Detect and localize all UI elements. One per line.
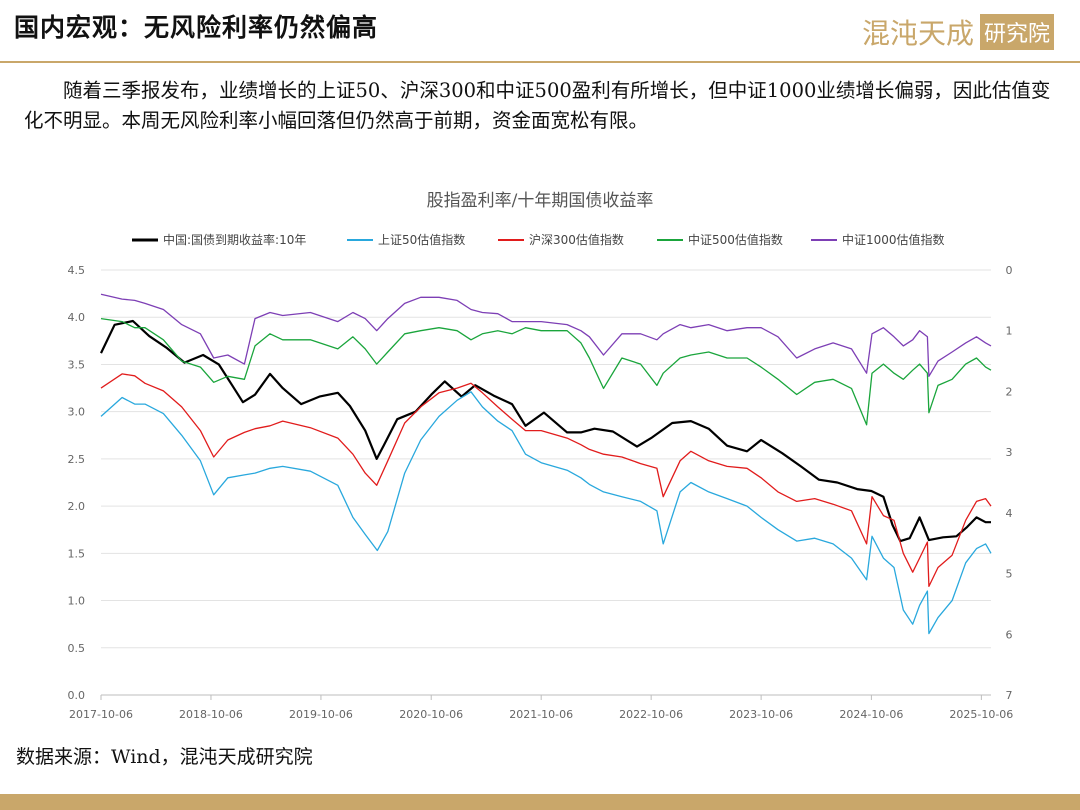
left-tick-label: 3.0: [68, 406, 86, 419]
logo-box: 研究院: [979, 14, 1054, 50]
legend-label-zz1000: 中证1000估值指数: [842, 232, 945, 247]
summary-paragraph: 随着三季报发布，业绩增长的上证50、沪深300和中证500盈利有所增长，但中证1…: [24, 79, 1051, 132]
bottom-band: [0, 794, 1080, 810]
left-tick-label: 2.5: [68, 453, 86, 466]
left-tick-label: 1.0: [68, 595, 86, 608]
chart-axes: 0.0 0.5 1.0 1.5 2.0 2.5 3.0 3.5 4.0 4.5 0 1 2 3 4 5 6 7 20…: [68, 264, 1014, 721]
legend-label-bond: 中国:国债到期收益率:10年: [163, 232, 306, 247]
right-tick-label: 0: [1006, 264, 1013, 277]
left-tick-label: 0.5: [68, 642, 86, 655]
x-tick-label: 2019-10-06: [289, 708, 353, 721]
x-tick-label: 2020-10-06: [399, 708, 463, 721]
x-tick-label: 2018-10-06: [179, 708, 243, 721]
series-line-sz50: [100, 391, 992, 635]
right-tick-label: 7: [1006, 689, 1013, 702]
right-tick-label: 5: [1006, 568, 1013, 581]
page-title: 国内宏观：无风险利率仍然偏高: [14, 13, 379, 42]
title-divider: [0, 61, 1080, 63]
right-tick-label: 4: [1006, 507, 1013, 520]
left-tick-label: 4.0: [68, 311, 86, 324]
left-tick-label: 2.0: [68, 500, 86, 513]
x-tick-label: 2022-10-06: [619, 708, 683, 721]
series-line-bond: [100, 319, 991, 543]
left-tick-label: 3.5: [68, 358, 86, 371]
x-tick-label: 2023-10-06: [729, 708, 793, 721]
x-tick-label: 2024-10-06: [839, 708, 903, 721]
chart-series-lines: [100, 293, 992, 635]
legend-label-zz500: 中证500估值指数: [688, 232, 783, 247]
right-tick-label: 6: [1006, 628, 1013, 641]
line-chart: 0.0 0.5 1.0 1.5 2.0 2.5 3.0 3.5 4.0 4.5 0 1 2 3 4 5 6 7 20…: [68, 191, 1014, 721]
right-tick-label: 2: [1006, 385, 1013, 398]
legend-label-sz50: 上证50估值指数: [378, 232, 465, 247]
left-tick-label: 1.5: [68, 547, 86, 560]
logo: 混沌天成 研究院: [862, 12, 1054, 52]
left-tick-label: 0.0: [68, 689, 86, 702]
chart-gridlines: [101, 269, 991, 696]
series-line-zz500: [100, 317, 992, 426]
left-tick-label: 4.5: [68, 264, 86, 277]
chart-legend: 中国:国债到期收益率:10年 上证50估值指数 沪深300估值指数 中证500估值指数…: [132, 232, 945, 247]
chart-title: 股指盈利率/十年期国债收益率: [427, 191, 654, 211]
legend-label-hs300: 沪深300估值指数: [529, 232, 624, 247]
logo-text: 混沌天成: [861, 17, 974, 50]
right-tick-label: 3: [1006, 446, 1013, 459]
x-tick-label: 2017-10-06: [69, 708, 133, 721]
x-tick-label: 2025-10-06: [949, 708, 1013, 721]
series-line-zz1000: [100, 293, 992, 377]
source-note: 数据来源：Wind，混沌天成研究院: [16, 746, 313, 768]
series-line-hs300: [100, 373, 992, 588]
x-tick-label: 2021-10-06: [509, 708, 573, 721]
right-tick-label: 1: [1006, 325, 1013, 338]
